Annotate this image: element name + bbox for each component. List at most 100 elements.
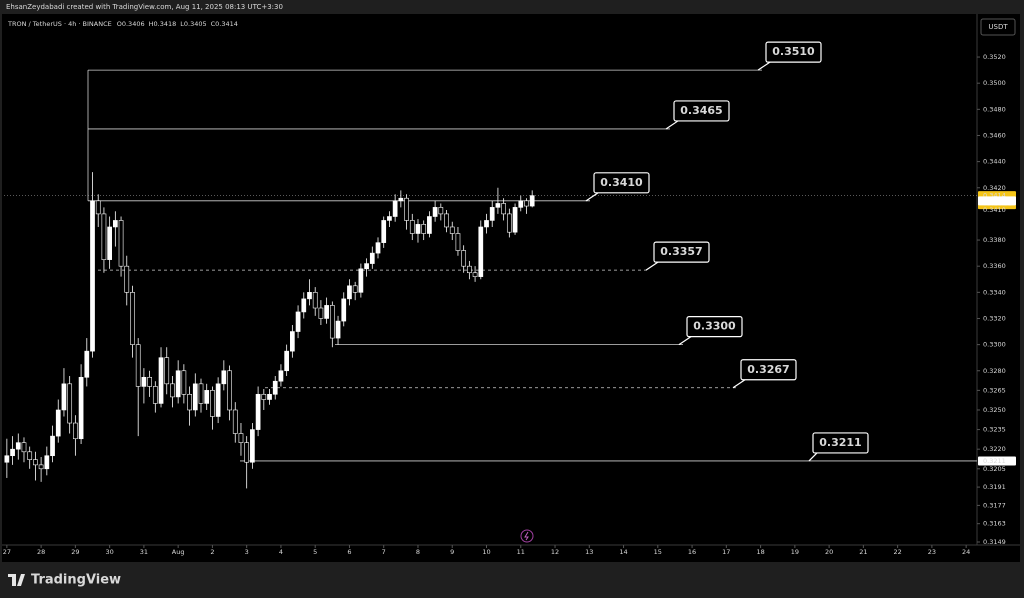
candle-body xyxy=(427,216,432,234)
candle-body xyxy=(15,442,21,450)
y-tick-label: 0.3163 xyxy=(983,520,1006,528)
y-tick-label: 0.3360 xyxy=(983,262,1006,270)
candle-body xyxy=(432,207,438,217)
candle-body xyxy=(518,200,524,208)
x-tick-label: 15 xyxy=(654,548,662,556)
candle-body xyxy=(187,393,192,411)
y-tick-label: 0.3220 xyxy=(983,445,1006,453)
candle-body xyxy=(512,207,518,233)
x-tick-label: 11 xyxy=(517,548,525,556)
y-tick-label: 0.3480 xyxy=(983,105,1006,113)
y-tick-label: 0.3265 xyxy=(983,386,1006,394)
candle-body xyxy=(495,203,501,208)
candle-body xyxy=(227,370,232,411)
y-tick-label: 0.3177 xyxy=(983,501,1006,509)
candle-body xyxy=(73,422,78,440)
candle-body xyxy=(398,197,404,202)
y-tick-label: 0.3440 xyxy=(983,158,1006,166)
candle-body xyxy=(170,383,175,398)
x-tick-label: 3 xyxy=(245,548,249,556)
y-tick-label: 0.3191 xyxy=(983,483,1006,491)
level-pointer xyxy=(808,452,818,462)
x-tick-label: 31 xyxy=(140,548,148,556)
candle-body xyxy=(147,376,152,387)
level-box xyxy=(653,241,710,263)
x-tick-label: 23 xyxy=(928,548,936,556)
candle-body xyxy=(175,370,181,398)
level-label: 0.3211 xyxy=(819,436,861,449)
candle-body xyxy=(164,357,170,385)
candle-body xyxy=(358,268,364,293)
candle-body xyxy=(347,285,352,300)
candle-body xyxy=(381,220,387,243)
x-tick-label: 24 xyxy=(962,548,970,556)
x-tick-label: 12 xyxy=(551,548,559,556)
x-tick-label: 17 xyxy=(722,548,730,556)
y-tick-label: 0.3250 xyxy=(983,406,1006,414)
y-tick-label: 0.3235 xyxy=(983,426,1006,434)
price-tag xyxy=(978,196,1016,206)
ohlc-value: 0.3406 xyxy=(122,20,145,28)
y-tick-label: 0.3520 xyxy=(983,53,1006,61)
currency-box xyxy=(980,18,1016,36)
candle-body xyxy=(421,224,427,234)
candle-body xyxy=(250,429,255,463)
candle-body xyxy=(295,311,301,332)
candle-body xyxy=(130,292,135,345)
x-tick-label: 19 xyxy=(791,548,799,556)
event-icon-bolt xyxy=(524,531,529,541)
candle-body xyxy=(324,305,329,319)
candle-body xyxy=(524,200,529,207)
x-tick-label: 5 xyxy=(313,548,317,556)
candle-body xyxy=(301,298,307,313)
candle-body xyxy=(38,464,44,470)
level-label: 0.3300 xyxy=(693,320,736,333)
y-tick-label: 0.3500 xyxy=(983,79,1006,87)
candle-body xyxy=(375,242,381,254)
y-tick-label: 0.3420 xyxy=(983,184,1006,192)
y-tick-label: 0.3205 xyxy=(983,465,1006,473)
x-tick-label: 13 xyxy=(585,548,593,556)
ohlc-label: L xyxy=(180,20,184,28)
candle-body xyxy=(181,370,187,395)
candle-body xyxy=(267,393,272,400)
candle-body xyxy=(444,213,449,228)
footer xyxy=(0,562,1024,598)
x-tick-label: 7 xyxy=(382,548,386,556)
candle-body xyxy=(4,455,10,463)
candle-body xyxy=(33,459,38,466)
chart-pane xyxy=(2,14,1020,562)
candle-body xyxy=(438,207,444,215)
price-tag xyxy=(978,456,1016,466)
y-tick-label: 0.3149 xyxy=(983,538,1006,546)
ohlc-value: 0.3418 xyxy=(154,20,177,28)
candle-body xyxy=(118,220,124,267)
level-pointer xyxy=(678,336,692,346)
candle-body xyxy=(478,226,484,277)
candle-body xyxy=(364,263,369,270)
x-tick-label: 28 xyxy=(37,548,45,556)
x-tick-label: 9 xyxy=(450,548,454,556)
header-text: EhsanZeydabadi created with TradingView.… xyxy=(6,3,283,11)
ohlc-value: 0.3414 xyxy=(215,20,238,28)
candle-body xyxy=(232,409,238,434)
candle-body xyxy=(67,383,73,424)
price-tag-label: 0.3410 xyxy=(983,206,1006,214)
candle-body xyxy=(78,376,84,440)
candle-body xyxy=(221,370,227,385)
candle-body xyxy=(158,357,164,404)
candle-body xyxy=(192,383,198,411)
level-label: 0.3410 xyxy=(600,176,643,189)
candle-body xyxy=(90,200,95,352)
level-box xyxy=(593,172,650,194)
level-pointer xyxy=(645,261,659,271)
y-tick-label: 0.3300 xyxy=(983,341,1006,349)
candle-body xyxy=(61,383,67,411)
candle-body xyxy=(529,195,535,207)
candle-body xyxy=(369,252,375,264)
x-tick-label: 10 xyxy=(482,548,490,556)
candle-body xyxy=(84,350,90,378)
candle-body xyxy=(392,200,398,217)
level-label: 0.3510 xyxy=(772,45,815,58)
